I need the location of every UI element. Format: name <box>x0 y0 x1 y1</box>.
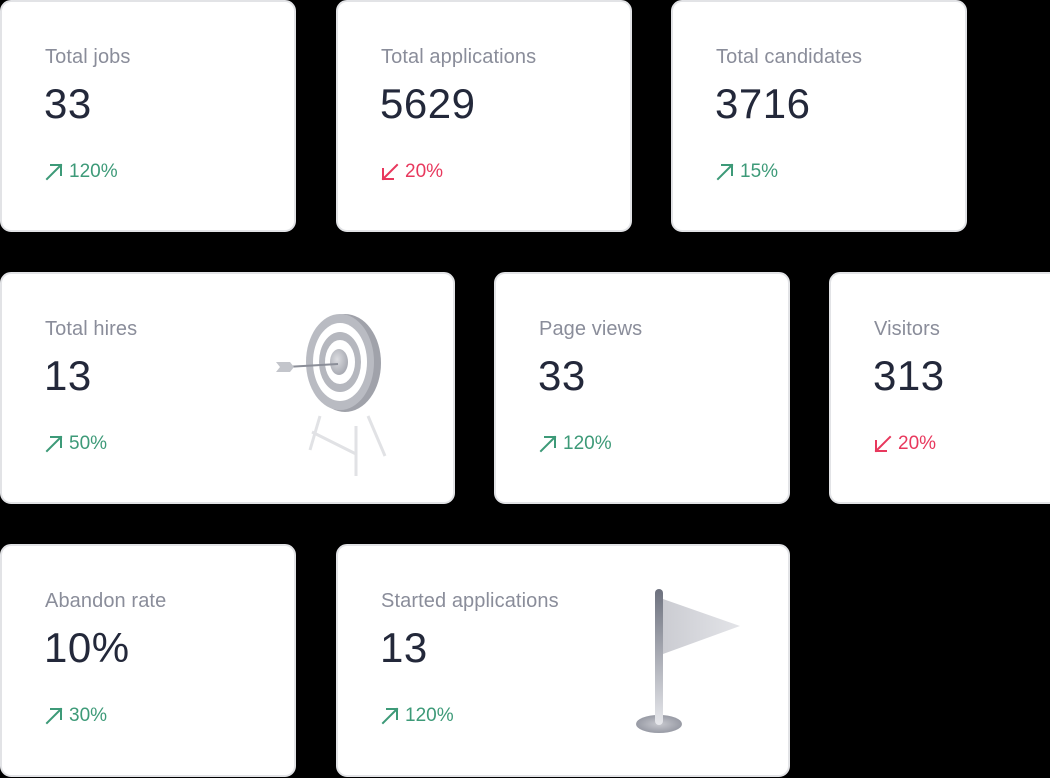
stat-card-total-hires[interactable]: Total hires 13 50% <box>0 272 455 504</box>
arrow-up-right-icon <box>539 435 557 453</box>
stat-card-started-applications[interactable]: Started applications 13 120% <box>336 544 790 777</box>
stat-value: 33 <box>538 352 586 399</box>
stat-delta: 15% <box>716 159 778 185</box>
stat-label: Total hires <box>45 318 138 340</box>
stat-label: Total candidates <box>716 46 863 68</box>
stat-label: Visitors <box>874 318 941 340</box>
stat-delta-value: 30% <box>69 705 108 726</box>
stat-card-abandon-rate[interactable]: Abandon rate 10% 30% <box>0 544 296 777</box>
stat-delta: 20% <box>381 159 443 185</box>
arrow-up-right-icon <box>716 163 734 181</box>
stat-label: Started applications <box>381 590 559 612</box>
stat-delta-value: 120% <box>69 161 118 182</box>
arrow-up-right-icon <box>45 707 63 725</box>
stat-card-page-views[interactable]: Page views 33 120% <box>494 272 790 504</box>
stat-value: 13 <box>380 624 428 671</box>
stat-delta-value: 20% <box>898 433 937 454</box>
stat-delta: 30% <box>45 703 107 729</box>
stat-delta: 120% <box>381 703 454 729</box>
stat-label: Abandon rate <box>45 590 167 612</box>
arrow-up-right-icon <box>45 163 63 181</box>
stat-delta-value: 50% <box>69 433 108 454</box>
flag-icon <box>636 589 740 733</box>
stat-delta-value: 120% <box>405 705 454 726</box>
stat-delta: 120% <box>539 431 612 457</box>
arrow-down-left-icon <box>874 435 892 453</box>
stat-card-total-candidates[interactable]: Total candidates 3716 15% <box>671 0 967 232</box>
stat-label: Total applications <box>381 46 537 68</box>
stat-card-visitors[interactable]: Visitors 313 20% <box>829 272 1050 504</box>
stat-value: 10% <box>44 624 130 671</box>
stat-label: Total jobs <box>45 46 131 68</box>
stat-delta: 50% <box>45 431 107 457</box>
stat-delta: 20% <box>874 431 936 457</box>
arrow-down-left-icon <box>381 163 399 181</box>
stat-value: 33 <box>44 80 92 127</box>
target-icon <box>276 314 387 476</box>
stat-delta: 120% <box>45 159 118 185</box>
stat-card-total-applications[interactable]: Total applications 5629 20% <box>336 0 632 232</box>
stat-card-total-jobs[interactable]: Total jobs 33 120% <box>0 0 296 232</box>
stat-delta-value: 15% <box>740 161 779 182</box>
stat-value: 13 <box>44 352 92 399</box>
stat-value: 313 <box>873 352 945 399</box>
arrow-up-right-icon <box>381 707 399 725</box>
stat-label: Page views <box>539 318 643 340</box>
stat-value: 3716 <box>715 80 811 127</box>
arrow-up-right-icon <box>45 435 63 453</box>
stat-delta-value: 120% <box>563 433 612 454</box>
stat-delta-value: 20% <box>405 161 444 182</box>
stat-value: 5629 <box>380 80 476 127</box>
